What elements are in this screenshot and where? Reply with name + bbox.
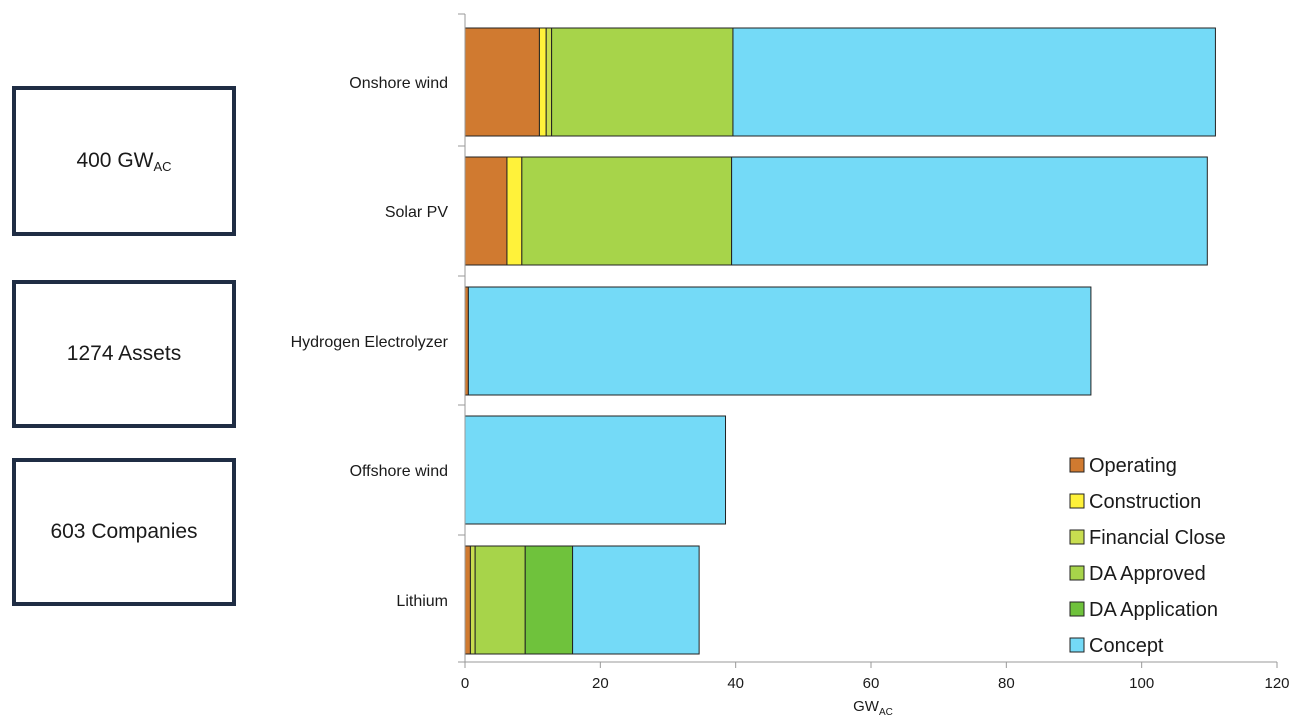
bar-segment-onshore-wind-concept [732,27,1216,137]
legend-swatch-construction [1069,493,1085,509]
capacity-stat-value: 400 GWAC [76,148,172,174]
category-label-hydrogen-electrolyzer: Hydrogen Electrolyzer [291,334,449,351]
companies-stat-box: 603 Companies [12,458,236,606]
legend-swatch-da-application [1069,601,1085,617]
legend-swatch-financial-close [1069,529,1085,545]
bar-segment-solar-pv-concept [731,156,1208,266]
category-label-lithium: Lithium [396,593,448,610]
bar-segment-solar-pv-da-approved [521,156,733,266]
x-axis-title: GWAC [853,698,893,715]
bar-segment-lithium-financial-close [469,545,476,655]
category-label-offshore-wind: Offshore wind [350,463,448,480]
legend-swatch-operating [1069,457,1085,473]
x-tick-label-120: 120 [1264,675,1289,692]
x-tick-label-0: 0 [461,675,469,692]
capacity-stat-box: 400 GWAC [12,86,236,236]
x-tick-label-20: 20 [592,675,609,692]
legend-swatch-concept [1069,637,1085,653]
bars-layer [464,27,1216,655]
bar-segment-solar-pv-operating [464,156,508,266]
x-tick-label-100: 100 [1129,675,1154,692]
companies-stat-value: 603 Companies [50,520,198,543]
bar-segment-lithium-da-application [524,545,574,655]
legend: Operating Construction Financial Close DA A… [1069,455,1226,657]
legend-label-da-application: DA Application [1089,599,1218,621]
legend-label-concept: Concept [1089,635,1164,657]
bar-segment-offshore-wind-concept [464,415,727,525]
x-tick-label-80: 80 [998,675,1015,692]
bar-segment-hydrogen-electrolyzer-operating [464,286,469,396]
category-label-solar-pv: Solar PV [385,204,448,221]
assets-stat-value: 1274 Assets [66,342,182,365]
bar-segment-solar-pv-construction [506,156,523,266]
legend-label-da-approved: DA Approved [1089,563,1206,585]
bar-segment-lithium-operating [464,545,471,655]
legend-swatch-da-approved [1069,565,1085,581]
bar-segment-hydrogen-electrolyzer-concept [467,286,1092,396]
bar-segment-onshore-wind-financial-close [545,27,553,137]
bar-segment-onshore-wind-operating [464,27,540,137]
category-labels-layer: Onshore wind Solar PV Hydrogen Electrolyze… [291,75,449,610]
bar-segment-onshore-wind-da-approved [551,27,734,137]
legend-label-financial-close: Financial Close [1089,527,1226,549]
axes-layer: 0 20 40 60 80 100 120 [458,13,1290,692]
x-tick-label-60: 60 [863,675,880,692]
legend-label-operating: Operating [1089,455,1177,477]
bar-segment-lithium-concept [572,545,700,655]
assets-stat-box: 1274 Assets [12,280,236,428]
bar-segment-onshore-wind-construction [538,27,547,137]
category-label-onshore-wind: Onshore wind [349,75,448,92]
bar-segment-lithium-da-approved [474,545,526,655]
x-tick-label-40: 40 [727,675,744,692]
legend-label-construction: Construction [1089,491,1201,513]
